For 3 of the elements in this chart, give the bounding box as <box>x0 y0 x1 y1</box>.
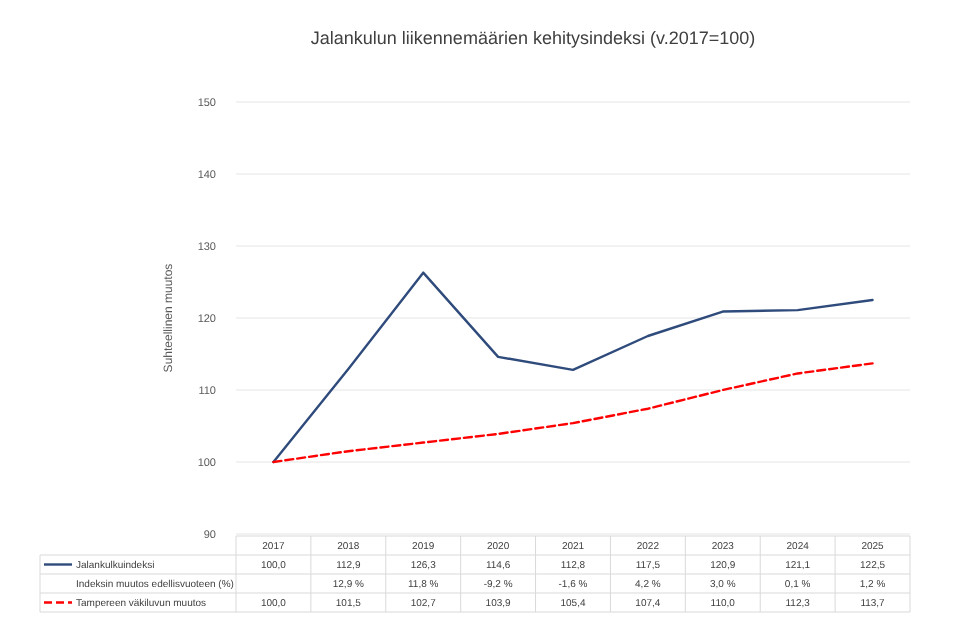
line-series <box>272 362 874 464</box>
line-series <box>272 271 874 464</box>
chart-title: Jalankulun liikennemäärien kehitysindeksi (v.2017=100) <box>310 28 756 48</box>
